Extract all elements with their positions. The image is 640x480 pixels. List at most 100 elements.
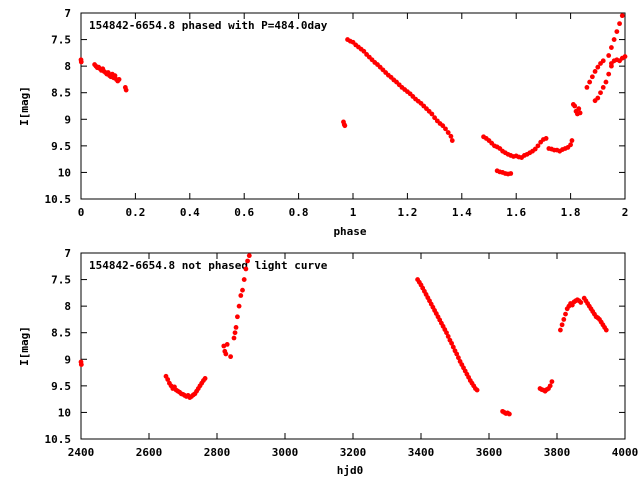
y-axis-label: I[mag] <box>18 86 31 126</box>
data-point <box>231 335 237 341</box>
data-point <box>449 340 454 346</box>
data-point <box>592 69 598 74</box>
chart-panel-not-phased: 154842-6654.8 not phased light curve hjd… <box>18 247 638 477</box>
data-point <box>572 103 578 109</box>
data-point <box>236 303 242 309</box>
data-point <box>589 74 595 80</box>
x-tick-label: 0 <box>78 206 85 219</box>
data-point <box>233 325 239 330</box>
axis-ticks: 2400 2600 2800 3000 3200 3400 3600 3800 4000 7 7.5… <box>45 247 639 459</box>
data-point <box>547 383 553 389</box>
y-tick-label: 10 <box>58 406 71 419</box>
data-point <box>342 123 348 129</box>
x-tick-label: 3400 <box>408 446 435 459</box>
data-points <box>78 13 628 177</box>
data-point <box>238 293 244 298</box>
data-point <box>443 126 448 132</box>
data-point <box>568 142 573 148</box>
x-tick-label: 2600 <box>136 446 163 459</box>
data-point <box>507 411 512 417</box>
y-tick-label: 9.5 <box>51 140 71 153</box>
data-point <box>532 146 538 152</box>
y-tick-label: 8 <box>64 300 71 313</box>
data-point <box>245 258 251 264</box>
x-axis-label: phase <box>333 225 366 238</box>
y-tick-label: 9 <box>64 353 71 366</box>
x-tick-label: 0.4 <box>180 206 200 219</box>
chart-title: 154842-6654.8 phased with P=484.0day <box>89 19 328 32</box>
x-tick-label: 3200 <box>340 446 367 459</box>
y-tick-label: 10 <box>58 166 71 179</box>
data-point <box>587 79 593 85</box>
x-tick-label: 1 <box>350 206 357 219</box>
y-tick-label: 9 <box>64 113 71 126</box>
data-point <box>603 327 609 333</box>
data-point <box>241 277 247 282</box>
data-point <box>235 314 240 320</box>
data-point <box>563 311 568 317</box>
x-tick-label: 1.2 <box>397 206 417 219</box>
data-point <box>165 377 171 382</box>
data-point <box>243 266 249 272</box>
data-point <box>606 71 612 77</box>
y-tick-label: 8.5 <box>51 327 71 340</box>
x-tick-label: 4000 <box>612 446 639 459</box>
y-tick-label: 8.5 <box>51 87 71 100</box>
x-tick-label: 0.8 <box>289 206 309 219</box>
y-tick-label: 8 <box>64 60 71 73</box>
data-point <box>450 344 456 350</box>
data-point <box>595 95 601 101</box>
plot-frame <box>80 252 626 440</box>
x-tick-label: 3600 <box>476 446 503 459</box>
x-tick-label: 1.8 <box>561 206 581 219</box>
data-points <box>78 253 609 417</box>
data-point <box>617 21 622 27</box>
data-point <box>559 322 565 328</box>
data-point <box>474 387 480 393</box>
data-point <box>232 330 238 336</box>
x-tick-label: 2400 <box>68 446 95 459</box>
data-point <box>445 334 451 339</box>
x-tick-label: 1.6 <box>506 206 526 219</box>
data-point <box>584 85 590 90</box>
data-point <box>116 77 122 82</box>
data-point <box>112 73 118 79</box>
data-point <box>448 133 454 139</box>
data-point <box>600 58 606 64</box>
x-tick-label: 0.6 <box>234 206 254 219</box>
data-point <box>454 351 460 357</box>
y-tick-label: 7 <box>64 7 71 20</box>
x-axis-label: hjd0 <box>337 464 364 477</box>
data-point <box>549 379 555 385</box>
data-point <box>202 376 208 381</box>
data-point <box>456 355 461 361</box>
data-point <box>123 87 129 93</box>
data-point <box>595 64 601 70</box>
data-point <box>78 362 84 367</box>
data-point <box>569 138 575 143</box>
data-point <box>598 90 603 96</box>
y-tick-label: 7.5 <box>51 274 71 287</box>
data-point <box>224 342 230 347</box>
data-point <box>578 300 584 305</box>
data-point <box>606 53 612 58</box>
data-point <box>429 111 435 117</box>
data-point <box>508 171 514 176</box>
data-point <box>619 13 625 19</box>
x-tick-label: 2 <box>622 206 629 219</box>
data-point <box>576 106 582 112</box>
data-point <box>445 130 451 135</box>
data-point <box>449 138 455 143</box>
data-point <box>577 110 583 116</box>
x-tick-label: 3800 <box>544 446 571 459</box>
y-tick-label: 10.5 <box>45 433 72 446</box>
data-point <box>535 143 541 149</box>
x-tick-label: 2800 <box>204 446 231 459</box>
y-tick-label: 7 <box>64 247 71 260</box>
x-tick-label: 0.2 <box>125 206 145 219</box>
y-axis-label: I[mag] <box>18 326 31 366</box>
data-point <box>444 330 449 336</box>
data-point <box>622 54 628 59</box>
data-point <box>600 85 606 90</box>
